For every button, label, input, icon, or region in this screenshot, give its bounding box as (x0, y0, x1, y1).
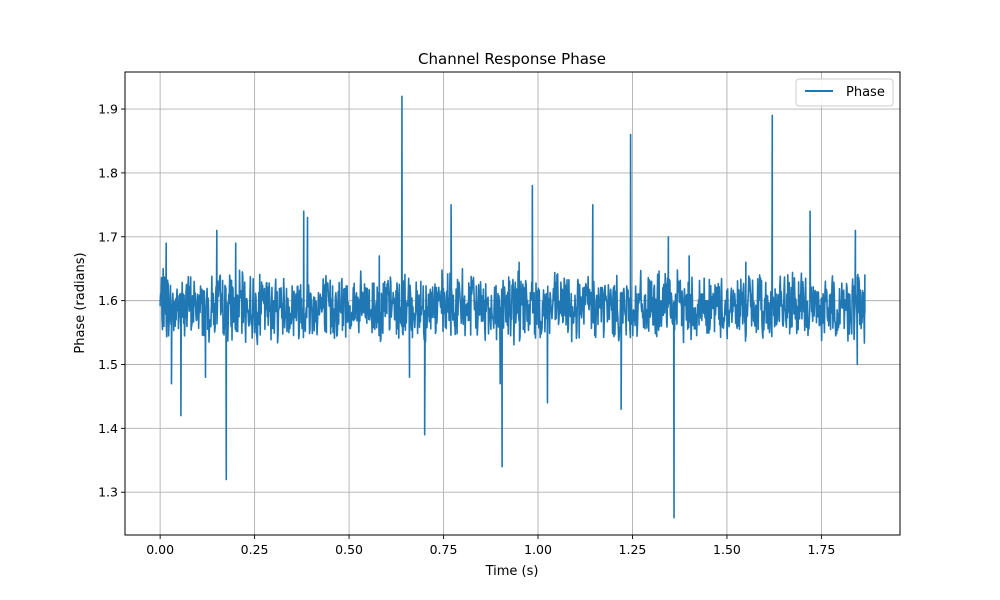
axis-ticks: 0.00 0.25 0.50 0.75 1.00 1.25 1.50 1.75 1.3 1.4 1.… (98, 102, 835, 557)
x-tick-label: 0.75 (430, 542, 458, 557)
series-phase (159, 95, 866, 519)
y-axis-label: Phase (radians) (73, 252, 88, 353)
x-tick-label: 0.25 (241, 542, 269, 557)
series-line-phase (159, 95, 866, 519)
plot-frame (124, 71, 901, 536)
grid (125, 72, 900, 535)
x-tick-label: 0.00 (146, 542, 174, 557)
chart-title: Channel Response Phase (418, 50, 606, 68)
y-tick-label: 1.9 (98, 102, 118, 117)
x-tick-label: 1.00 (524, 542, 552, 557)
y-tick-label: 1.8 (98, 165, 118, 180)
legend-entry-phase: Phase (846, 85, 885, 100)
legend-box (795, 78, 894, 107)
x-axis-label: Time (s) (485, 564, 539, 579)
x-tick-label: 0.50 (335, 542, 363, 557)
legend: Phase (795, 78, 894, 107)
y-tick-label: 1.3 (98, 485, 118, 500)
x-tick-label: 1.75 (807, 542, 835, 557)
y-tick-label: 1.6 (98, 293, 118, 308)
y-tick-label: 1.5 (98, 357, 118, 372)
y-tick-label: 1.7 (98, 229, 118, 244)
y-tick-label: 1.4 (98, 421, 118, 436)
x-tick-label: 1.25 (619, 542, 647, 557)
x-tick-label: 1.50 (713, 542, 741, 557)
